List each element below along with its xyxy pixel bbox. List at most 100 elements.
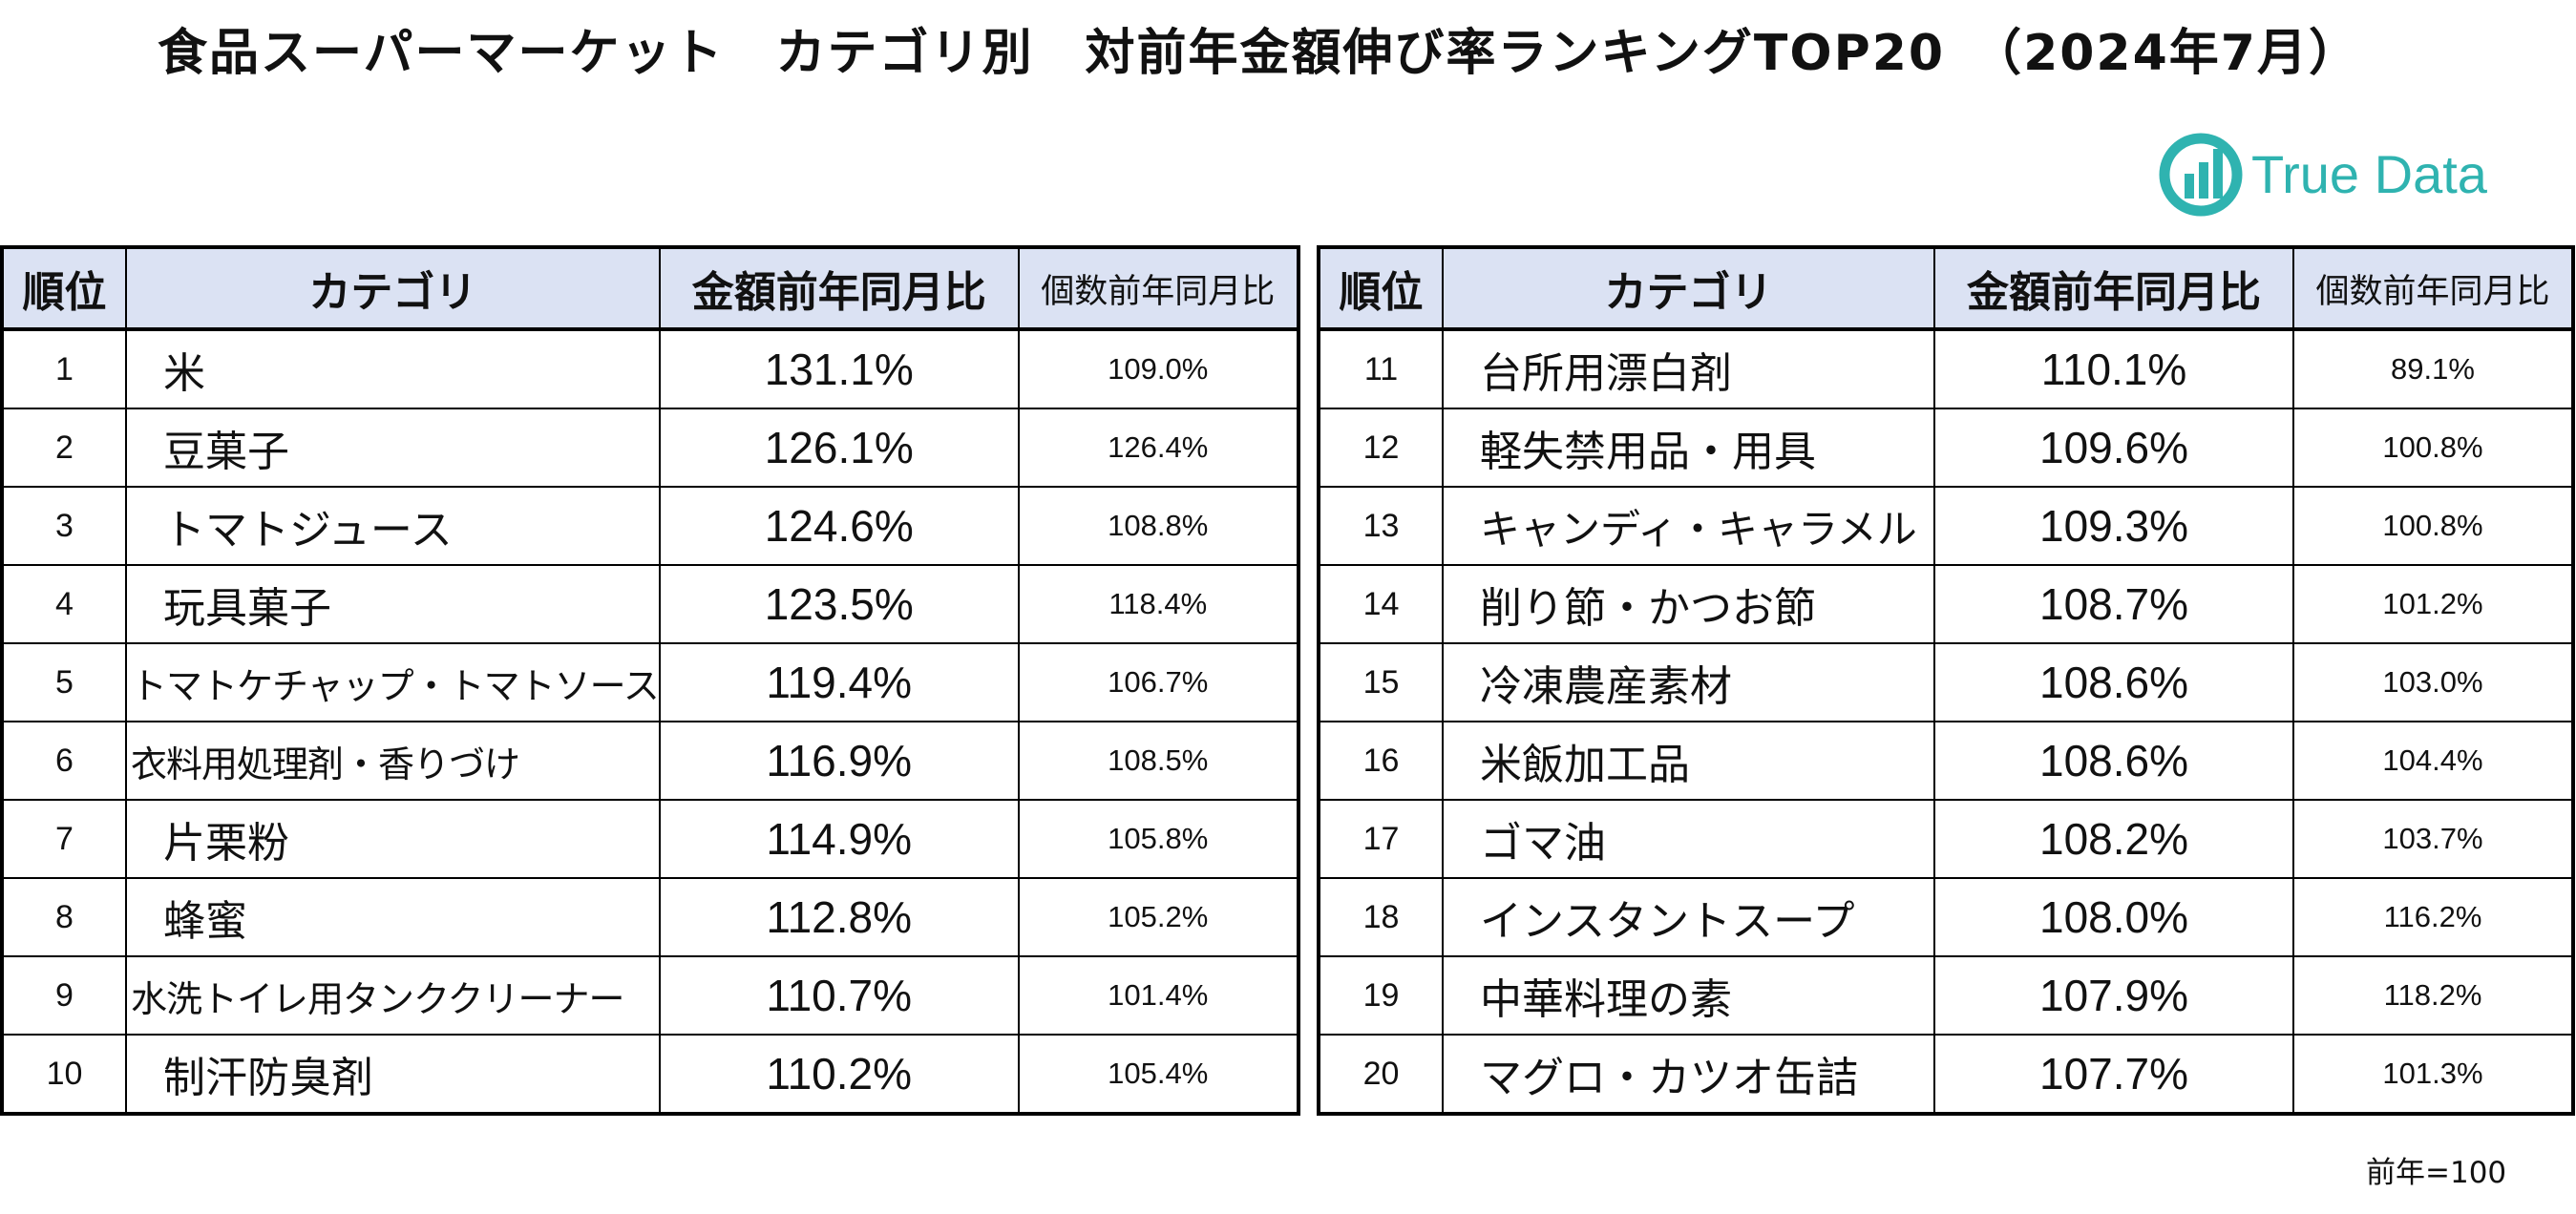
amount-cell: 109.3% bbox=[1933, 486, 2294, 566]
category-cell: 蜂蜜 bbox=[125, 877, 661, 957]
rank-cell: 15 bbox=[1318, 642, 1444, 722]
table-row: 7 片栗粉 114.9% 105.8% bbox=[1, 799, 1299, 879]
category-cell: 片栗粉 bbox=[125, 799, 661, 879]
amount-cell: 131.1% bbox=[658, 328, 1020, 409]
table-row: 17 ゴマ油 108.2% 103.7% bbox=[1318, 799, 2574, 879]
quantity-cell: 108.5% bbox=[1017, 721, 1299, 801]
rank-cell: 4 bbox=[1, 564, 127, 644]
amount-cell: 108.6% bbox=[1933, 721, 2294, 801]
category-cell: 米飯加工品 bbox=[1442, 721, 1935, 801]
table-row: 8 蜂蜜 112.8% 105.2% bbox=[1, 877, 1299, 957]
category-cell: 制汗防臭剤 bbox=[125, 1034, 661, 1115]
amount-cell: 124.6% bbox=[658, 486, 1020, 566]
quantity-cell: 105.4% bbox=[1017, 1034, 1299, 1115]
category-cell: トマトケチャップ・トマトソース bbox=[125, 642, 661, 722]
rank-cell: 1 bbox=[1, 328, 127, 409]
rank-cell: 12 bbox=[1318, 408, 1444, 488]
table-row: 11 台所用漂白剤 110.1% 89.1% bbox=[1318, 328, 2574, 409]
rank-cell: 3 bbox=[1, 486, 127, 566]
rank-cell: 9 bbox=[1, 955, 127, 1036]
amount-cell: 109.6% bbox=[1933, 408, 2294, 488]
table-row: 6 衣料用処理剤・香りづけ 116.9% 108.5% bbox=[1, 721, 1299, 801]
quantity-cell: 106.7% bbox=[1017, 642, 1299, 722]
category-cell: キャンディ・キャラメル bbox=[1442, 486, 1935, 566]
table-row: 18 インスタントスープ 108.0% 116.2% bbox=[1318, 877, 2574, 957]
quantity-cell: 103.7% bbox=[2292, 799, 2574, 879]
header-rank: 順位 bbox=[1, 246, 127, 331]
table-row: 13 キャンディ・キャラメル 109.3% 100.8% bbox=[1318, 486, 2574, 566]
rank-cell: 6 bbox=[1, 721, 127, 801]
quantity-cell: 118.2% bbox=[2292, 955, 2574, 1036]
quantity-cell: 100.8% bbox=[2292, 408, 2574, 488]
header-quantity-yoy: 個数前年同月比 bbox=[2292, 246, 2574, 331]
quantity-cell: 89.1% bbox=[2292, 328, 2574, 409]
table-row: 16 米飯加工品 108.6% 104.4% bbox=[1318, 721, 2574, 801]
rank-cell: 20 bbox=[1318, 1034, 1444, 1115]
quantity-cell: 101.4% bbox=[1017, 955, 1299, 1036]
category-cell: インスタントスープ bbox=[1442, 877, 1935, 957]
ranking-table-right: 順位 カテゴリ 金額前年同月比 個数前年同月比 11 台所用漂白剤 110.1%… bbox=[1317, 245, 2575, 1116]
table-row: 20 マグロ・カツオ缶詰 107.7% 101.3% bbox=[1318, 1034, 2574, 1115]
category-cell: 台所用漂白剤 bbox=[1442, 328, 1935, 409]
amount-cell: 108.6% bbox=[1933, 642, 2294, 722]
rank-cell: 16 bbox=[1318, 721, 1444, 801]
category-cell: 米 bbox=[125, 328, 661, 409]
header-rank: 順位 bbox=[1318, 246, 1444, 331]
header-amount-yoy: 金額前年同月比 bbox=[1933, 246, 2294, 331]
truedata-logo-icon bbox=[2159, 133, 2243, 217]
amount-cell: 108.0% bbox=[1933, 877, 2294, 957]
quantity-cell: 109.0% bbox=[1017, 328, 1299, 409]
category-cell: 豆菓子 bbox=[125, 408, 661, 488]
amount-cell: 116.9% bbox=[658, 721, 1020, 801]
amount-cell: 110.7% bbox=[658, 955, 1020, 1036]
table-header-row: 順位 カテゴリ 金額前年同月比 個数前年同月比 bbox=[1318, 246, 2574, 331]
page-title: 食品スーパーマーケット カテゴリ別 対前年金額伸び率ランキングTOP20 （20… bbox=[158, 25, 2360, 82]
amount-cell: 107.7% bbox=[1933, 1034, 2294, 1115]
category-cell: 衣料用処理剤・香りづけ bbox=[125, 721, 661, 801]
quantity-cell: 116.2% bbox=[2292, 877, 2574, 957]
category-cell: 中華料理の素 bbox=[1442, 955, 1935, 1036]
logo-text: True Data bbox=[2251, 144, 2487, 204]
rank-cell: 17 bbox=[1318, 799, 1444, 879]
amount-cell: 107.9% bbox=[1933, 955, 2294, 1036]
table-row: 14 削り節・かつお節 108.7% 101.2% bbox=[1318, 564, 2574, 644]
amount-cell: 126.1% bbox=[658, 408, 1020, 488]
header-amount-yoy: 金額前年同月比 bbox=[658, 246, 1020, 331]
rank-cell: 5 bbox=[1, 642, 127, 722]
quantity-cell: 100.8% bbox=[2292, 486, 2574, 566]
table-row: 9 水洗トイレ用タンククリーナー 110.7% 101.4% bbox=[1, 955, 1299, 1036]
rank-cell: 18 bbox=[1318, 877, 1444, 957]
category-cell: ゴマ油 bbox=[1442, 799, 1935, 879]
table-row: 3 トマトジュース 124.6% 108.8% bbox=[1, 486, 1299, 566]
amount-cell: 123.5% bbox=[658, 564, 1020, 644]
quantity-cell: 103.0% bbox=[2292, 642, 2574, 722]
amount-cell: 119.4% bbox=[658, 642, 1020, 722]
quantity-cell: 108.8% bbox=[1017, 486, 1299, 566]
amount-cell: 112.8% bbox=[658, 877, 1020, 957]
table-row: 15 冷凍農産素材 108.6% 103.0% bbox=[1318, 642, 2574, 722]
amount-cell: 110.2% bbox=[658, 1034, 1020, 1115]
category-cell: 玩具菓子 bbox=[125, 564, 661, 644]
amount-cell: 108.2% bbox=[1933, 799, 2294, 879]
header-category: カテゴリ bbox=[1442, 246, 1935, 331]
table-row: 19 中華料理の素 107.9% 118.2% bbox=[1318, 955, 2574, 1036]
category-cell: 削り節・かつお節 bbox=[1442, 564, 1935, 644]
quantity-cell: 101.3% bbox=[2292, 1034, 2574, 1115]
header-quantity-yoy: 個数前年同月比 bbox=[1017, 246, 1299, 331]
rank-cell: 13 bbox=[1318, 486, 1444, 566]
footnote: 前年=100 bbox=[2366, 1156, 2507, 1190]
table-row: 4 玩具菓子 123.5% 118.4% bbox=[1, 564, 1299, 644]
quantity-cell: 126.4% bbox=[1017, 408, 1299, 488]
category-cell: トマトジュース bbox=[125, 486, 661, 566]
rank-cell: 14 bbox=[1318, 564, 1444, 644]
rank-cell: 7 bbox=[1, 799, 127, 879]
table-row: 2 豆菓子 126.1% 126.4% bbox=[1, 408, 1299, 488]
rank-cell: 10 bbox=[1, 1034, 127, 1115]
quantity-cell: 105.8% bbox=[1017, 799, 1299, 879]
rank-cell: 19 bbox=[1318, 955, 1444, 1036]
quantity-cell: 104.4% bbox=[2292, 721, 2574, 801]
ranking-table-left: 順位 カテゴリ 金額前年同月比 個数前年同月比 1 米 131.1% 109.0… bbox=[0, 245, 1300, 1116]
rank-cell: 8 bbox=[1, 877, 127, 957]
table-row: 1 米 131.1% 109.0% bbox=[1, 328, 1299, 409]
category-cell: 冷凍農産素材 bbox=[1442, 642, 1935, 722]
